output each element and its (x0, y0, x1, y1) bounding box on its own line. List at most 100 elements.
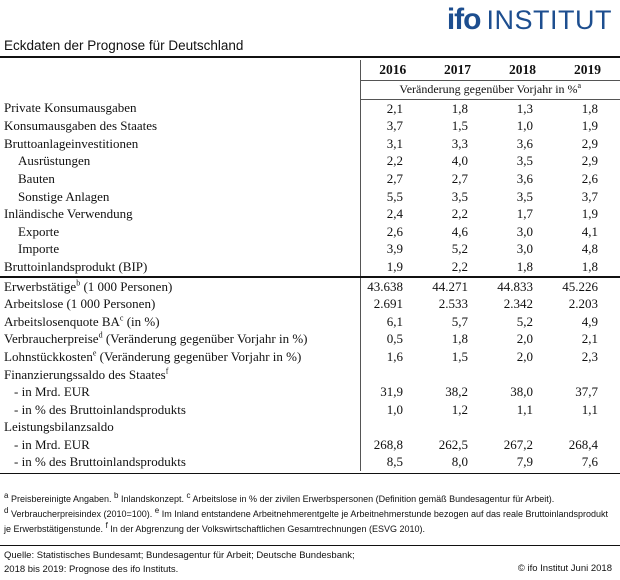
table-row: Ausrüstungen 2,2 4,0 3,5 2,9 (0, 152, 620, 170)
row-value: 1,9 (359, 257, 425, 277)
row-value: 38,2 (445, 384, 468, 400)
row-label-text: Bauten (18, 170, 55, 186)
unit-header-row: Veränderung gegenüber Vorjahr in %a (0, 80, 620, 100)
row-value: 2,2 (359, 152, 425, 170)
row-value (425, 366, 490, 384)
row-value: 5,2 (451, 241, 468, 257)
row-label-text: Konsumausgaben des Staates (4, 118, 158, 134)
row-value: 5,7 (451, 313, 468, 329)
table-row: Leistungsbilanzsaldo (0, 418, 620, 436)
table-row: Finanzierungssaldo des Staatesf (0, 365, 620, 384)
row-value: 44.271 (425, 275, 490, 296)
footnote-text: Preisbereinigte Angaben. (8, 494, 115, 504)
row-value: 268,4 (568, 436, 598, 452)
table-title: Eckdaten der Prognose für Deutschland (4, 38, 244, 53)
row-value (555, 418, 620, 436)
row-label-suffix: (Veränderung gegenüber Vorjahr in %) (102, 331, 308, 347)
row-label-text: Arbeitslosenquote BA (4, 313, 120, 329)
row-label-text: Bruttoinlandsprodukt (BIP) (4, 258, 148, 274)
row-value (555, 366, 620, 384)
table-row: Bruttoinlandsprodukt (BIP) 1,9 2,2 1,8 1,8 (0, 257, 620, 277)
table-row: Konsumausgaben des Staates 3,7 1,5 1,0 1,9 (0, 117, 620, 135)
title-rule (0, 56, 620, 58)
footnote-marker: e (154, 506, 160, 515)
footnote-text: Verbraucherpreisindex (2010=100). (8, 509, 155, 519)
row-label-text: Inländische Verwendung (4, 206, 133, 222)
subheader-label-cell (0, 81, 360, 100)
table-row: Arbeitslose (1 000 Personen) 2.691 2.533 2.… (0, 295, 620, 313)
table-row: - in Mrd. EUR 268,8 262,5 267,2 268,4 (0, 435, 620, 454)
row-value: 44.833 (490, 275, 555, 296)
row-label-text: Lohnstückkosten (4, 348, 93, 364)
source-line-1: Quelle: Statistisches Bundesamt; Bundesa… (4, 550, 355, 561)
row-label-suffix: (in %) (123, 313, 160, 329)
row-value (425, 418, 490, 436)
footnote-marker: a (4, 491, 9, 500)
source-note: Quelle: Statistisches Bundesamt; Bundesa… (4, 549, 355, 577)
row-value: 3,6 (516, 170, 533, 186)
row-value (490, 418, 555, 436)
row-label-text: Importe (18, 241, 60, 257)
row-value: 2.533 (438, 296, 468, 312)
row-value: 3,6 (516, 135, 533, 151)
footnote-text: In der Abgrenzung der Volkswirtschaftlic… (107, 524, 425, 534)
table-row: Lohnstückkostene (Veränderung gegenüber … (0, 347, 620, 366)
row-value: 2.203 (568, 296, 598, 312)
footnote-marker: c (186, 491, 191, 500)
row-value: 2,6 (581, 170, 598, 186)
row-label-text: Arbeitslose (1 000 Personen) (4, 296, 156, 312)
row-label: Finanzierungssaldo des Staatesf (0, 366, 360, 384)
table-row: Erwerbstätigeb (1 000 Personen) 43.638 44.… (0, 275, 620, 296)
footnote-text: Inlandskonzept. (118, 494, 187, 504)
row-value: 2,9 (581, 135, 598, 151)
row-value (490, 366, 555, 384)
table-row: Bauten 2,7 2,7 3,6 2,6 (0, 169, 620, 188)
row-label-text: Erwerbstätige (4, 278, 77, 294)
row-label: Lohnstückkostene (Veränderung gegenüber … (0, 348, 360, 366)
row-value: 38,0 (510, 384, 533, 400)
row-value: 1,8 (581, 100, 598, 116)
source-rule (0, 545, 620, 546)
table-row: Exporte 2,6 4,6 3,0 4,1 (0, 222, 620, 241)
row-label-sup: b (76, 278, 81, 288)
row-label-text: Private Konsumausgaben (4, 100, 137, 116)
year-header-row: 2016 2017 2018 2019 (0, 60, 620, 81)
row-value: 2,7 (359, 169, 425, 188)
table-row: - in % des Bruttoinlandsprodukts 1,0 1,2 1,… (0, 400, 620, 419)
row-value: 1,1 (581, 401, 598, 417)
footnote-text: Arbeitslose in % der zivilen Erwerbspers… (190, 494, 555, 504)
row-label-text: Bruttoanlageinvestitionen (4, 135, 139, 151)
row-label-text: - in Mrd. EUR (14, 384, 90, 400)
row-value: 4,1 (581, 223, 598, 239)
row-label: Arbeitslosenquote BAc (in %) (0, 313, 360, 331)
row-label-sup: e (92, 348, 97, 358)
row-label: Verbraucherpreised (Veränderung gegenübe… (0, 330, 360, 348)
row-value: 1,1 (516, 401, 533, 417)
row-value: 3,5 (516, 188, 533, 204)
footnote-marker: d (4, 506, 9, 515)
row-value: 2,2 (451, 206, 468, 222)
row-value: 31,9 (359, 383, 425, 401)
ifo-logo: ifo INSTITUT (447, 2, 612, 38)
row-value: 3,7 (359, 117, 425, 135)
year-header: 2016 (359, 60, 425, 81)
header-label-cell (0, 60, 360, 81)
table-row: - in % des Bruttoinlandsprodukts 8,5 8,0 7,… (0, 453, 620, 472)
row-value: 1,0 (359, 400, 425, 419)
row-value: 1,7 (516, 206, 533, 222)
row-label-text: Sonstige Anlagen (18, 188, 110, 204)
row-value: 1,5 (451, 348, 468, 364)
row-label-suffix: (Veränderung gegenüber Vorjahr in %) (96, 348, 302, 364)
row-value: 268,8 (359, 435, 425, 454)
row-value: 8,5 (359, 453, 425, 472)
row-label-suffix: (1 000 Personen) (80, 278, 173, 294)
row-value: 1,8 (581, 258, 598, 274)
table-row: Arbeitslosenquote BAc (in %) 6,1 5,7 5,2 4,9 (0, 312, 620, 331)
row-value: 4,6 (451, 223, 468, 239)
row-label-sup: f (165, 366, 169, 376)
row-value: 4,9 (581, 313, 598, 329)
table-row: Inländische Verwendung 2,4 2,2 1,7 1,9 (0, 205, 620, 223)
row-label: - in % des Bruttoinlandsprodukts (0, 453, 360, 471)
row-value: 3,5 (516, 153, 533, 169)
row-value: 2,3 (581, 348, 598, 364)
